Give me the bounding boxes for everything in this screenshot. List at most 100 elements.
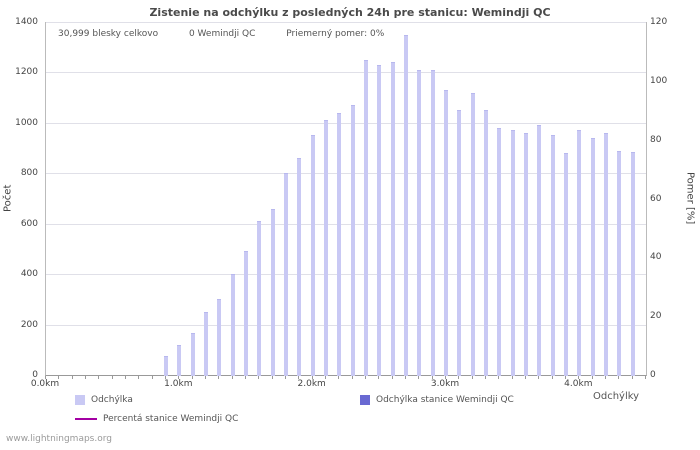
y-left-tick-label: 400	[20, 269, 38, 280]
deviation-bar	[377, 64, 382, 376]
x-minor-tick	[565, 376, 566, 379]
x-minor-tick	[458, 376, 460, 379]
x-minor-tick	[258, 376, 260, 379]
y-right-tick-label: 60	[650, 193, 662, 204]
legend-item-station-percent: Percentá stanice Wemindji QC	[75, 414, 238, 424]
deviation-bar	[364, 59, 368, 376]
x-minor-tick	[205, 376, 206, 379]
x-minor-tick	[631, 376, 633, 379]
x-minor-tick	[498, 376, 500, 379]
y-right-tick-label: 80	[650, 134, 662, 145]
deviation-bar	[604, 132, 608, 376]
plot-area	[45, 22, 647, 376]
x-minor-tick	[85, 376, 86, 379]
x-minor-tick	[471, 376, 473, 379]
y-left-tick-label: 200	[20, 319, 38, 330]
x-minor-tick	[418, 376, 420, 379]
gridline	[46, 22, 646, 23]
x-minor-tick	[325, 376, 326, 379]
deviation-bar	[204, 311, 208, 376]
deviation-bar	[577, 130, 582, 376]
deviation-bar	[590, 137, 595, 376]
deviation-bar	[417, 69, 422, 376]
gridline	[46, 223, 646, 225]
deviation-bar	[510, 130, 515, 376]
x-tick-label: 3.0km	[430, 379, 460, 389]
legend-swatch-station-deviation	[360, 395, 370, 405]
x-minor-tick	[351, 376, 353, 379]
gridline	[46, 122, 646, 124]
x-minor-tick	[285, 376, 286, 379]
y-right-tick-label: 40	[650, 252, 662, 263]
x-minor-tick	[431, 376, 433, 379]
y-right-tick-label: 100	[650, 75, 668, 86]
x-minor-tick	[98, 376, 100, 379]
y-right-tick-label: 120	[650, 17, 668, 27]
x-tick-label: 2.0km	[297, 379, 326, 389]
deviation-bar	[390, 62, 395, 376]
deviation-bar	[257, 221, 262, 376]
deviation-bar	[550, 135, 555, 376]
average-ratio-stat: Priemerný pomer: 0%	[286, 29, 385, 39]
deviation-bar	[484, 110, 488, 376]
deviation-bar	[324, 120, 328, 376]
x-minor-tick	[618, 376, 620, 379]
deviation-bar	[524, 132, 528, 376]
y-left-tick-label: 800	[20, 168, 38, 179]
x-axis-label: Odchýlky	[593, 391, 640, 402]
deviation-bar	[164, 356, 168, 376]
deviation-bar	[404, 34, 408, 376]
deviation-bar	[230, 274, 235, 376]
legend-label-station-deviation: Odchýlka stanice Wemindji QC	[376, 395, 514, 405]
x-tick-label: 4.0km	[564, 379, 593, 389]
x-minor-tick	[338, 376, 340, 379]
watermark-url: www.lightningmaps.org	[6, 434, 112, 444]
y-left-tick-label: 600	[20, 218, 38, 229]
y-left-tick-label: 1200	[15, 67, 38, 78]
gridline	[46, 274, 646, 276]
deviation-bar	[497, 127, 502, 376]
x-minor-tick	[605, 376, 606, 379]
x-minor-tick	[525, 376, 526, 379]
y-right-tick-label: 20	[650, 311, 662, 322]
x-minor-tick	[365, 376, 366, 379]
x-minor-tick	[231, 376, 233, 379]
deviation-bar	[630, 151, 635, 376]
x-minor-tick	[578, 376, 580, 379]
y-left-tick-label: 1400	[15, 17, 38, 27]
stats-row: 30,999 blesky celkovo 0 Wemindji QC Prie…	[58, 29, 412, 39]
deviation-bar	[337, 112, 342, 376]
x-minor-tick	[551, 376, 553, 379]
deviation-bar	[537, 125, 542, 376]
x-minor-tick	[391, 376, 393, 379]
legend-swatch-percent-line	[75, 418, 97, 420]
x-minor-tick	[271, 376, 273, 379]
x-minor-tick	[125, 376, 126, 379]
x-minor-tick	[245, 376, 246, 379]
gridline	[46, 173, 646, 175]
gridline	[46, 324, 646, 326]
x-minor-tick	[45, 376, 46, 379]
gridline	[46, 72, 646, 74]
x-minor-tick	[311, 376, 313, 379]
deviation-bar	[284, 173, 288, 376]
deviation-bar	[617, 150, 622, 376]
deviation-bar	[297, 158, 302, 376]
x-tick-label: 0.0km	[30, 379, 60, 389]
deviation-bar	[244, 251, 248, 376]
deviation-bar	[190, 333, 195, 376]
x-minor-tick	[111, 376, 113, 379]
x-minor-tick	[191, 376, 193, 379]
x-tick-label: 1.0km	[164, 379, 193, 389]
x-minor-tick	[485, 376, 486, 379]
legend-label-deviation: Odchýlka	[91, 395, 133, 405]
y-axis-right-label: Pomer [%]	[684, 172, 696, 225]
x-minor-tick	[378, 376, 380, 379]
x-minor-tick	[538, 376, 540, 379]
legend-swatch-deviation	[75, 395, 85, 405]
legend-item-deviation: Odchýlka	[75, 395, 133, 405]
total-strikes-stat: 30,999 blesky celkovo	[58, 29, 159, 39]
deviation-bar	[430, 69, 435, 376]
deviation-bar	[177, 344, 182, 376]
